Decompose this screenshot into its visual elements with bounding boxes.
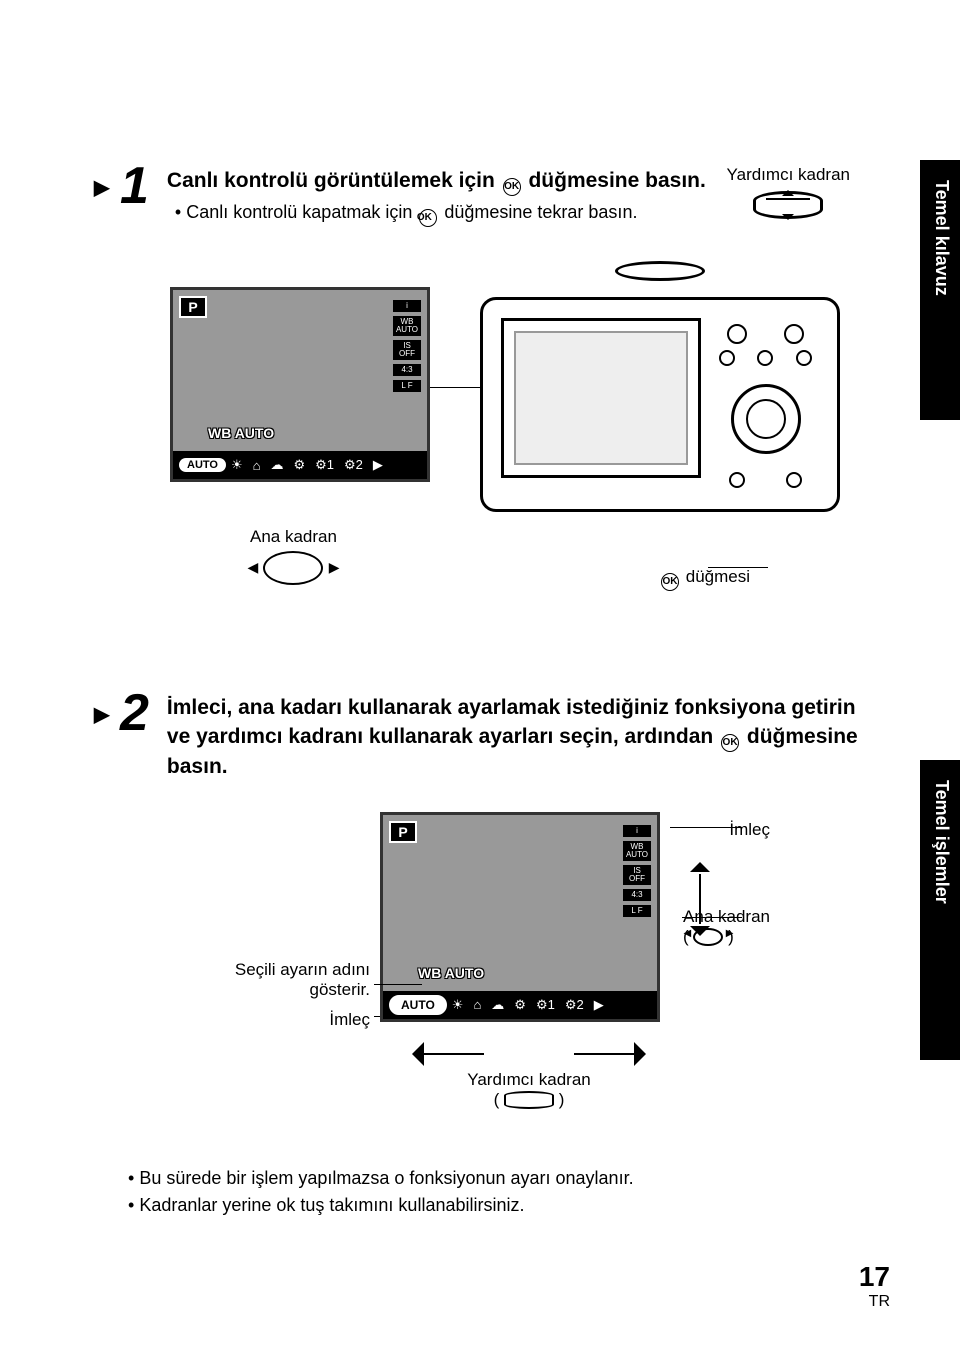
- selected-setting-label: Seçili ayarın adını gösterir.: [170, 960, 370, 1000]
- lcd-side-icons: i WB AUTO IS OFF 4:3 L F: [393, 300, 421, 396]
- ok-button-label: OK düğmesi: [659, 567, 750, 591]
- cam-btn: [757, 350, 773, 366]
- cam-btn: [786, 472, 802, 488]
- dial-icon: [693, 928, 723, 946]
- cam-btn: [796, 350, 812, 366]
- cursor-label: İmleç: [729, 820, 770, 840]
- cam-btn: [719, 350, 735, 366]
- left-callouts: Seçili ayarın adını gösterir. İmleç: [170, 960, 370, 1030]
- leader-line: [708, 567, 768, 568]
- lcd-screen-2: P i WB AUTO IS OFF 4:3 L F WB AUTO AUTO …: [380, 812, 660, 1022]
- note-2: Kadranlar yerine ok tuş takımını kullana…: [128, 1195, 870, 1216]
- camera-screen: [501, 318, 701, 478]
- leader-line: [374, 984, 422, 985]
- step2-title: İmleci, ana kadarı kullanarak ayarlamak …: [167, 693, 870, 782]
- mode-p-badge: P: [389, 821, 417, 843]
- leader-line: [682, 917, 742, 918]
- sub-dial-icon: [504, 1091, 554, 1109]
- auto-pill: AUTO: [179, 458, 226, 472]
- main-dial: [731, 384, 801, 454]
- tab-guide: Temel kılavuz: [920, 160, 960, 420]
- cam-btn: [729, 472, 745, 488]
- main-dial-label-2: Ana kadran ( ): [683, 907, 770, 947]
- camera-controls: [708, 318, 823, 488]
- sub-dial-label: Yardımcı kadran: [727, 165, 850, 219]
- horizontal-arrows: Yardımcı kadran ( ): [400, 1042, 658, 1110]
- step-number-1: 1: [120, 160, 149, 227]
- lcd-side-icons: i WB AUTO IS OFF 4:3 L F: [623, 825, 651, 921]
- side-tabs: Temel kılavuz Temel işlemler: [910, 0, 960, 1200]
- sub-dial-icon: [753, 191, 823, 219]
- ok-icon: OK: [721, 734, 739, 752]
- leader-line: [670, 827, 742, 828]
- leader-line: [374, 1016, 380, 1017]
- ok-icon: OK: [503, 178, 521, 196]
- bottom-notes: Bu sürede bir işlem yapılmazsa o fonksiy…: [120, 1162, 870, 1216]
- cursor-label-2: İmleç: [170, 1010, 370, 1030]
- note-1: Bu sürede bir işlem yapılmazsa o fonksiy…: [128, 1168, 870, 1189]
- mode-p-badge: P: [179, 296, 207, 318]
- wb-auto-label: WB AUTO: [418, 965, 484, 981]
- tab-ops: Temel işlemler: [920, 760, 960, 1060]
- cam-btn: [784, 324, 804, 344]
- lcd-bottom-bar: AUTO ☀ ⌂ ☁ ⚙ ⚙1 ⚙2 ▶: [173, 451, 427, 479]
- page-number: 17 TR: [859, 1261, 890, 1311]
- lcd-screen: P i WB AUTO IS OFF 4:3 L F WB AUTO AUTO …: [170, 287, 430, 482]
- camera-back: [480, 277, 840, 512]
- cam-btn: [727, 324, 747, 344]
- step2-diagram: P i WB AUTO IS OFF 4:3 L F WB AUTO AUTO …: [120, 812, 870, 1232]
- step-number-2: 2: [120, 687, 149, 782]
- lcd-bottom-bar: AUTO ☀ ⌂ ☁ ⚙ ⚙1 ⚙2 ▶: [383, 991, 657, 1019]
- sub-dial-top: [615, 261, 705, 281]
- wb-auto-label: WB AUTO: [208, 425, 274, 441]
- sub-dial-label-2: Yardımcı kadran: [400, 1070, 658, 1090]
- ok-icon: OK: [419, 209, 437, 227]
- main-dial-icon: [263, 551, 323, 585]
- page-content: 1 Canlı kontrolü görüntülemek için OK dü…: [0, 0, 960, 1272]
- main-dial-label: Ana kadran: [250, 527, 337, 589]
- step-2: 2 İmleci, ana kadarı kullanarak ayarlama…: [120, 687, 870, 782]
- auto-pill-selected: AUTO: [389, 995, 447, 1015]
- step1-diagram: P i WB AUTO IS OFF 4:3 L F WB AUTO AUTO …: [120, 257, 870, 657]
